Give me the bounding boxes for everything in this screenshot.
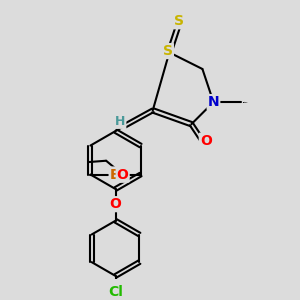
Text: H: H <box>115 115 125 128</box>
Text: S: S <box>163 44 173 58</box>
Text: methyl: methyl <box>243 101 248 103</box>
Text: Br: Br <box>110 167 127 182</box>
Text: O: O <box>117 167 129 182</box>
Text: N: N <box>208 95 219 109</box>
Text: O: O <box>110 197 122 211</box>
Text: S: S <box>174 14 184 28</box>
Text: O: O <box>200 134 212 148</box>
Text: Cl: Cl <box>108 286 123 299</box>
